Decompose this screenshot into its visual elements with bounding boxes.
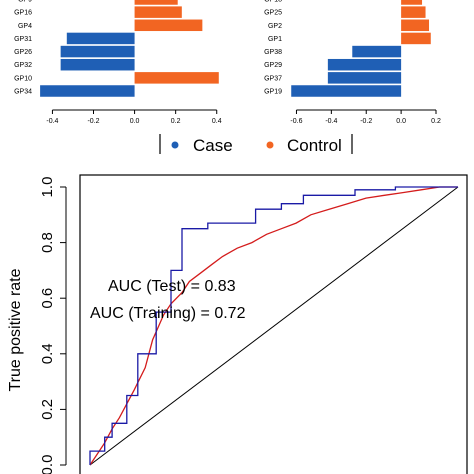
right-x-tick-label: 0.2: [431, 118, 441, 125]
legend: Case Control: [159, 134, 353, 155]
left-category-label: GP10: [14, 75, 32, 82]
left-x-tick-label: -0.4: [46, 118, 58, 125]
reference-diagonal: [89, 186, 459, 466]
right-category-label: GP37: [264, 75, 282, 82]
legend-dot-control: [266, 141, 274, 149]
legend-dot-case: [171, 141, 179, 149]
legend-label-control: Control: [287, 136, 342, 155]
right-x-tick-label: -0.6: [290, 118, 302, 125]
roc-curve-training: [89, 186, 458, 466]
left-category-label: GP16: [14, 10, 32, 17]
right-bar: [327, 58, 402, 71]
right-bar: [291, 85, 402, 97]
legend-label-case: Case: [193, 136, 233, 155]
roc-y-tick-label: 1.0: [39, 177, 56, 198]
roc-plot-frame: [79, 174, 468, 474]
left-category-label: GP26: [14, 49, 32, 56]
right-category-label: GP1: [268, 36, 282, 43]
right-category-label: GP2: [268, 23, 282, 30]
left-category-label: GP32: [14, 62, 32, 69]
left-bar: [134, 72, 219, 84]
left-category-label: GP31: [14, 36, 32, 43]
right-bar: [401, 19, 430, 32]
roc-y-tick-label: 0.2: [39, 399, 56, 420]
right-category-label: GP18: [264, 0, 282, 4]
auc-test-annotation: AUC (Test) = 0.83: [108, 278, 236, 295]
left-bar: [134, 0, 178, 5]
right-bar: [352, 45, 402, 58]
roc-y-tick-label: 0.4: [39, 343, 56, 364]
right-x-tick-label: -0.2: [360, 118, 372, 125]
left-bar: [134, 6, 182, 18]
left-x-tick-label: -0.2: [87, 118, 99, 125]
right-category-label: GP38: [264, 49, 282, 56]
bar-chart-right: GP18 GP25 GP2 GP1 GP38 GP29 GP37 GP19 -0.6 -0.4 -0…: [264, 0, 441, 125]
right-bar: [327, 72, 402, 84]
left-bar: [60, 45, 135, 58]
left-x-tick-label: 0.0: [130, 118, 140, 125]
right-category-label: GP29: [264, 62, 282, 69]
roc-curve-test: [89, 186, 458, 465]
left-x-tick-label: 0.2: [171, 118, 181, 125]
roc-y-tick-label: 0.8: [39, 232, 56, 253]
left-x-tick-label: 0.4: [212, 118, 222, 125]
left-category-label: GP4: [18, 23, 32, 30]
left-bar: [60, 58, 135, 71]
right-bar: [401, 32, 431, 45]
roc-y-tick-label: 0.6: [39, 288, 56, 309]
left-bar: [134, 19, 203, 32]
left-bar: [40, 85, 135, 97]
bar-chart-left: GP9 GP16 GP4 GP31 GP26 GP32 GP10 GP34 -0.4 -0.2 0.…: [14, 0, 222, 125]
right-bar: [401, 6, 426, 18]
roc-chart: 0.0 0.2 0.4 0.6 0.8 1.0 True positive rate AUC …: [7, 174, 468, 474]
right-bar: [401, 0, 423, 5]
left-category-label: GP9: [18, 0, 32, 4]
right-x-tick-label: 0.0: [396, 118, 406, 125]
roc-y-tick-label: 0.0: [39, 455, 56, 474]
right-category-label: GP19: [264, 89, 282, 96]
left-bar: [66, 32, 135, 45]
right-x-tick-label: -0.4: [325, 118, 337, 125]
auc-training-annotation: AUC (Training) = 0.72: [90, 305, 246, 322]
roc-y-axis-label: True positive rate: [7, 268, 24, 391]
right-category-label: GP25: [264, 10, 282, 17]
left-category-label: GP34: [14, 89, 32, 96]
